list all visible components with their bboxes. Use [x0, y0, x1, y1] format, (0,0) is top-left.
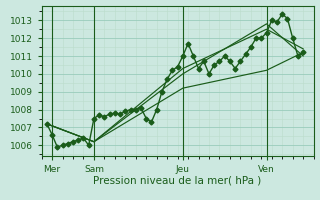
X-axis label: Pression niveau de la mer( hPa ): Pression niveau de la mer( hPa )	[93, 175, 262, 185]
